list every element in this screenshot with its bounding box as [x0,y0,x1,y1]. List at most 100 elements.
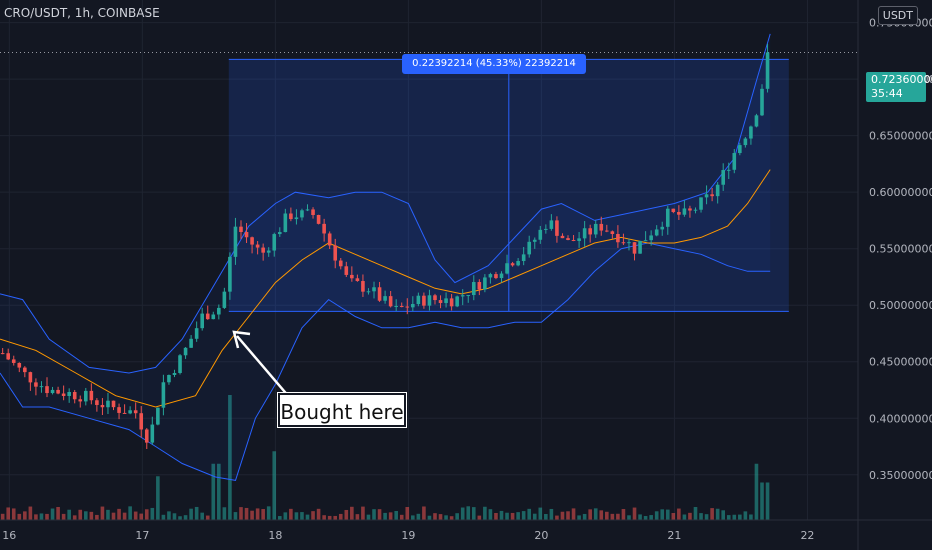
volume-bar [627,515,631,520]
price-tick-label: 0.45000000 [869,356,932,369]
volume-bar [571,508,576,520]
volume-bars [0,395,770,520]
candle-body [621,242,626,244]
candle-body [433,295,437,301]
volume-bar [588,509,592,520]
volume-bar [217,463,221,520]
candle-body [250,237,254,245]
volume-bar [244,507,249,520]
candle-body [0,353,5,355]
candle-body [372,287,376,292]
candle-body [544,228,548,230]
volume-bar [738,514,742,520]
grid-lines [0,0,858,520]
volume-bar [283,512,288,520]
candle-body [749,126,753,139]
candle-body [45,386,49,394]
candle-body [477,282,482,290]
volume-bar [133,511,138,520]
candle-body [255,244,260,248]
time-tick-label: 18 [268,529,282,542]
volume-bar [643,516,648,520]
volume-bar [50,508,55,520]
volume-bar [372,509,376,520]
volume-bar [488,509,493,520]
arrow-shaft [236,335,291,399]
upper-band-line [0,33,771,374]
volume-bar [422,506,426,520]
bollinger-bands [0,33,771,481]
volume-bar [205,515,210,520]
volume-bar [605,511,609,520]
annotation-arrow [232,330,291,399]
symbol-title: CRO/USDT, 1h, COINBASE [4,6,160,20]
volume-bar [649,515,653,520]
volume-bar [538,507,543,520]
volume-bar [438,514,443,520]
candle-body [34,382,38,387]
candle-body [721,170,726,185]
volume-bar [549,508,554,520]
volume-bar [505,512,509,520]
candle-body [355,278,360,282]
volume-bar [582,513,587,520]
candle-body [632,242,637,254]
candle-body [139,413,144,430]
candle-body [194,328,199,339]
time-axis[interactable]: 16 17 18 19 20 21 22 [0,519,932,542]
candle-body [56,389,60,394]
candle-body [261,247,265,253]
volume-bar [83,511,88,520]
volume-bar [255,508,260,520]
volume-bar [28,506,33,520]
candle-body [388,296,393,307]
candle-body [605,230,609,232]
volume-bar [178,516,182,520]
volume-bar [499,510,504,520]
volume-bar [150,507,155,520]
volume-bar [671,512,676,520]
volume-bar [261,509,265,520]
volume-bar [250,510,254,520]
volume-bar [211,463,216,520]
candle-body [338,260,343,267]
candlesticks [0,43,770,450]
currency-button[interactable]: USDT [877,6,918,25]
volume-bar [194,506,199,520]
candle-body [178,355,182,373]
candle-body [316,214,321,224]
volume-bar [377,509,382,520]
candle-body [144,429,149,443]
candle-body [266,250,271,253]
volume-bar [610,513,615,520]
candle-body [754,115,759,127]
volume-bar [427,515,432,520]
candle-body [427,295,432,306]
time-tick-label: 17 [135,529,149,542]
candle-body [61,393,66,396]
candle-body [383,296,387,301]
candle-body [300,210,304,218]
volume-bar [699,513,703,520]
volume-bar [654,511,659,520]
volume-bar [411,515,415,520]
candle-body [582,228,587,239]
candle-body [566,238,570,240]
volume-bar [144,509,149,520]
volume-bar [350,506,354,520]
volume-bar [749,514,753,520]
candle-body [538,229,543,240]
candle-body [577,238,581,241]
price-tick-label: 0.60000000 [869,186,932,199]
volume-bar [322,515,326,520]
volume-bar [34,514,38,520]
candle-body [405,306,410,308]
volume-bar [449,516,454,520]
candle-body [505,263,509,274]
volume-bar [316,508,321,520]
volume-bar [433,513,437,520]
volume-bar [289,508,293,520]
volume-bar [732,514,737,520]
volume-bar [344,509,349,520]
